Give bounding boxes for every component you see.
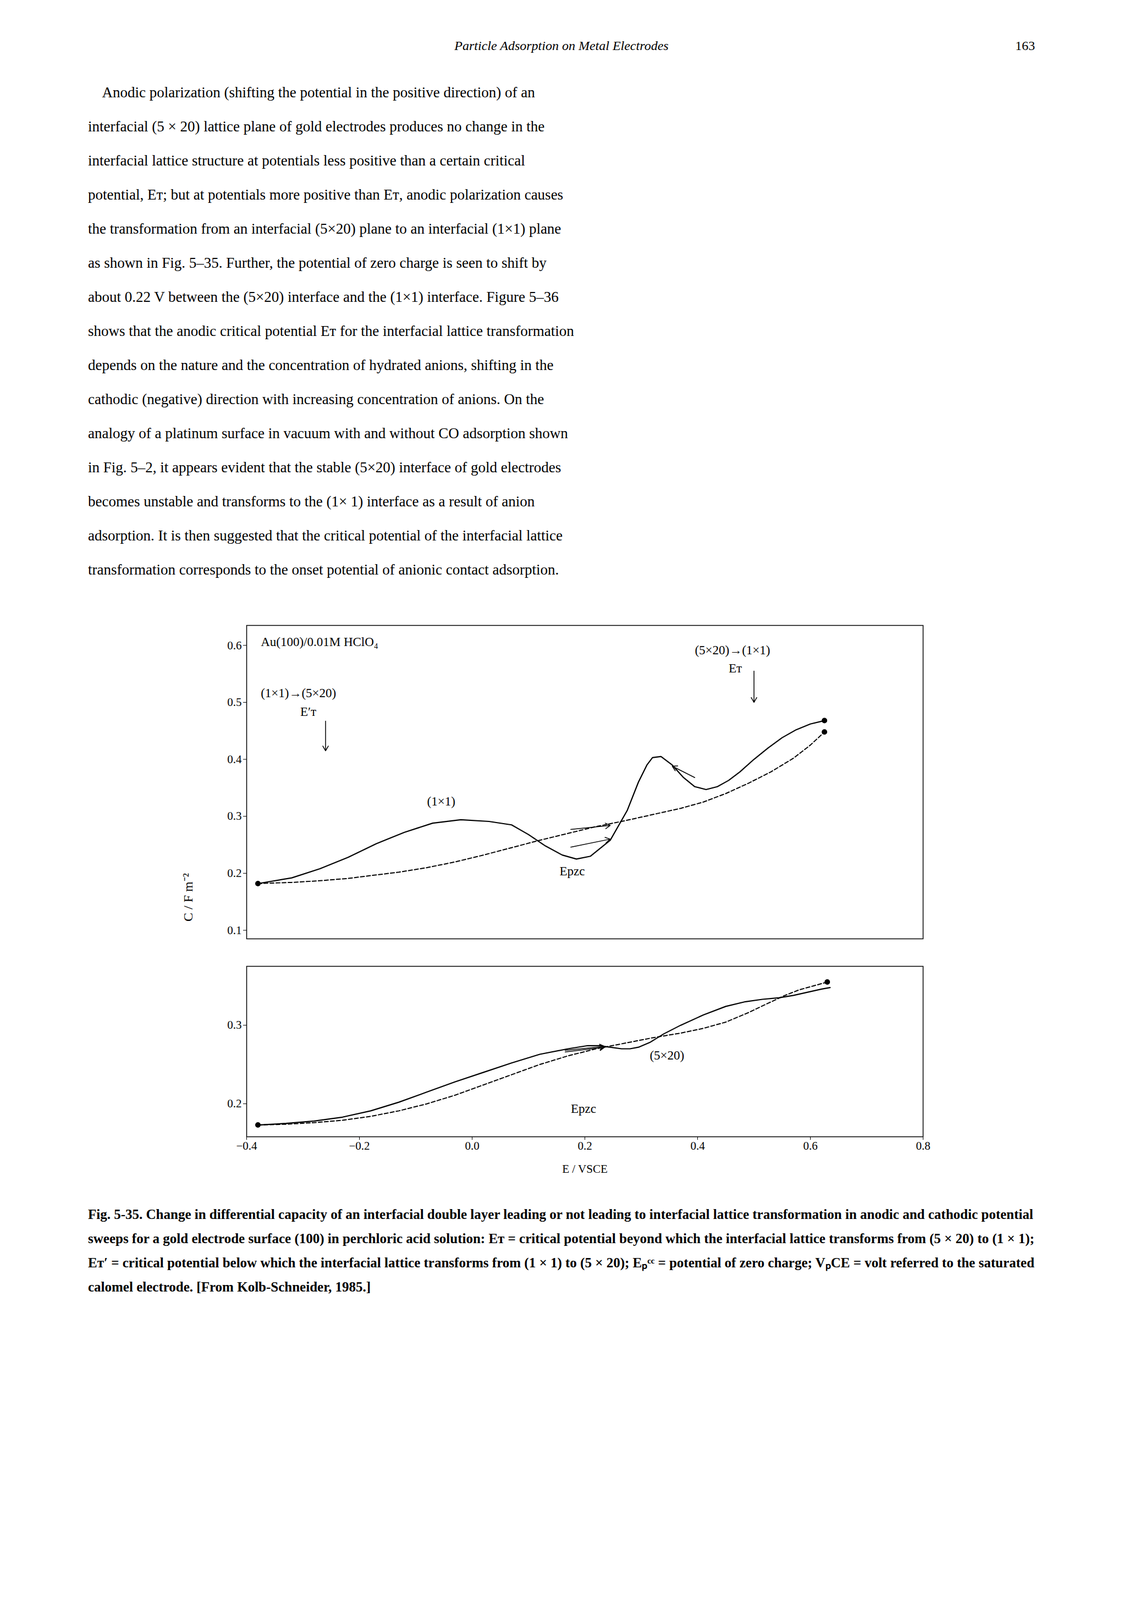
svg-text:(1×1): (1×1)	[426, 794, 455, 809]
svg-text:0.2: 0.2	[577, 1139, 592, 1153]
html-text:interfacial (5 × 20) lattice p: interfacial (5 × 20) lattice plane of go…	[87, 118, 545, 135]
html-text:adsorption. It is then suggest: adsorption. It is then suggested that th…	[87, 527, 563, 544]
html-text:about 0.22 V between the (5×20: about 0.22 V between the (5×20) interfac…	[87, 288, 559, 306]
svg-text:Au(100)/0.01M HClO₄: Au(100)/0.01M HClO₄	[260, 635, 379, 649]
svg-text:0.0: 0.0	[464, 1139, 480, 1153]
html-text:transformation corresponds to: transformation corresponds to the onset …	[87, 561, 559, 578]
svg-text:0.2: 0.2	[227, 866, 242, 880]
svg-text:Eᴛ: Eᴛ	[728, 661, 742, 676]
svg-text:Epzc: Epzc	[559, 864, 585, 879]
svg-text:0.1: 0.1	[227, 923, 242, 938]
svg-text:Epzc: Epzc	[570, 1102, 596, 1116]
svg-text:(1×1)→(5×20): (1×1)→(5×20)	[260, 686, 337, 701]
html-text:analogy of a platinum surface: analogy of a platinum surface in vacuum …	[87, 425, 568, 442]
svg-text:0.3: 0.3	[227, 1018, 242, 1032]
svg-text:−0.2: −0.2	[348, 1139, 370, 1153]
html-text:in Fig. 5–2, it appears eviden: in Fig. 5–2, it appears evident that the…	[87, 459, 562, 476]
html-text:Fig. 5-35. Change in different: Fig. 5-35. Change in differential capaci…	[87, 1207, 1035, 1295]
svg-text:E / VSCE: E / VSCE	[562, 1162, 608, 1176]
html-text:interfacial lattice structure: interfacial lattice structure at potenti…	[87, 152, 526, 169]
svg-text:0.6: 0.6	[227, 638, 242, 652]
html-text:C / F m⁻²: C / F m⁻²	[180, 873, 195, 922]
svg-text:0.4: 0.4	[227, 752, 242, 767]
html-text:potential, Eᴛ; but at potentia: potential, Eᴛ; but at potentials more po…	[87, 186, 564, 203]
svg-text:0.3: 0.3	[227, 809, 242, 823]
svg-text:E′ᴛ: E′ᴛ	[299, 705, 316, 719]
svg-text:(5×20): (5×20)	[649, 1048, 685, 1063]
html-text:163: 163	[1015, 38, 1036, 53]
html-text:cathodic (negative) direction: cathodic (negative) direction with incre…	[87, 391, 545, 408]
svg-text:0.4: 0.4	[690, 1139, 706, 1153]
html-text:Particle Adsorption on Metal E: Particle Adsorption on Metal Electrodes	[454, 38, 669, 53]
svg-text:0.6: 0.6	[802, 1139, 818, 1153]
html-text:Anodic polarization (shifting: Anodic polarization (shifting the potent…	[87, 84, 535, 101]
svg-text:0.2: 0.2	[227, 1097, 242, 1111]
html-text:becomes unstable and transform: becomes unstable and transforms to the (…	[87, 493, 535, 510]
html-text:the transformation from an int: the transformation from an interfacial (…	[87, 220, 562, 238]
svg-text:(5×20)→(1×1): (5×20)→(1×1)	[694, 643, 770, 658]
svg-text:0.5: 0.5	[227, 695, 242, 709]
html-text:shows that the anodic critical: shows that the anodic critical potential…	[87, 322, 574, 340]
html-text:depends on the nature and the: depends on the nature and the concentrat…	[87, 356, 554, 374]
html-text:as shown in Fig. 5–35. Further: as shown in Fig. 5–35. Further, the pote…	[87, 254, 547, 272]
svg-text:−0.4: −0.4	[235, 1139, 258, 1153]
svg-text:0.8: 0.8	[915, 1139, 930, 1153]
